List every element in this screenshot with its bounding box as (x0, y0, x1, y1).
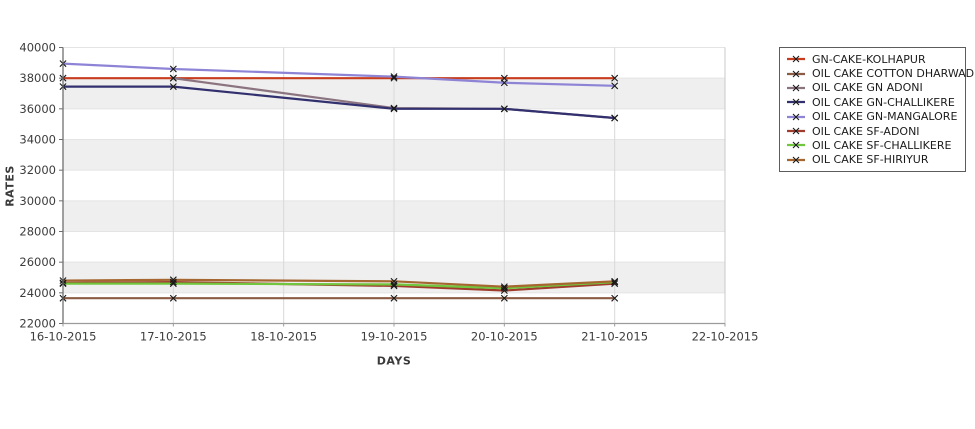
data-point-marker (611, 280, 619, 288)
x-tick-label: 20-10-2015 (471, 330, 538, 344)
legend-item: OIL CAKE COTTON DHARWAD (786, 67, 974, 81)
data-point-marker (390, 105, 398, 113)
data-point-marker (169, 83, 177, 91)
data-point-marker (500, 79, 508, 87)
legend-label: OIL CAKE COTTON DHARWAD (812, 67, 975, 81)
legend-label: OIL CAKE GN ADONI (812, 81, 923, 95)
legend-label: OIL CAKE SF-HIRIYUR (812, 153, 929, 167)
legend-swatch-icon (787, 70, 805, 77)
y-tick-label: 32000 (19, 163, 56, 177)
data-point-marker (500, 284, 508, 292)
legend-swatch-icon (787, 113, 805, 121)
legend-swatch-icon (787, 98, 805, 106)
y-tick-label: 26000 (19, 255, 56, 269)
y-axis-title: RATES (3, 165, 17, 207)
x-tick-label: 16-10-2015 (30, 330, 97, 344)
data-point-marker (500, 105, 508, 113)
y-tick-label: 24000 (19, 286, 56, 300)
data-point-marker (169, 294, 177, 302)
legend-item: OIL CAKE GN-CHALLIKERE (786, 95, 959, 109)
legend-label: OIL CAKE SF-CHALLIKERE (812, 138, 952, 152)
data-point-marker (169, 74, 177, 82)
legend-swatch-icon (787, 55, 805, 63)
data-point-marker (611, 277, 619, 285)
legend-item: OIL CAKE SF-ADONI (786, 124, 959, 138)
data-point-marker (611, 82, 619, 90)
x-tick-label: 19-10-2015 (361, 330, 428, 344)
legend-label: GN-CAKE-KOLHAPUR (812, 52, 926, 66)
x-tick-label: 17-10-2015 (140, 330, 207, 344)
x-tick-label: 22-10-2015 (692, 330, 759, 344)
data-point-marker (611, 74, 619, 82)
legend-swatch-icon (787, 84, 805, 92)
y-tick-label: 38000 (19, 71, 56, 85)
legend-swatch-icon (787, 127, 805, 135)
legend-swatch-icon (787, 142, 805, 149)
data-point-marker (390, 73, 398, 81)
data-point-marker (500, 294, 508, 302)
data-point-marker (390, 277, 398, 285)
data-point-marker (390, 280, 398, 288)
legend-label: OIL CAKE SF-ADONI (812, 124, 920, 138)
legend-item: OIL CAKE GN ADONI (786, 81, 959, 95)
x-tick-label: 18-10-2015 (250, 330, 317, 344)
data-point-marker (611, 114, 619, 122)
data-point-marker (611, 294, 619, 302)
legend-label: OIL CAKE GN-CHALLIKERE (812, 95, 955, 109)
data-point-marker (390, 294, 398, 302)
data-point-marker (500, 283, 508, 291)
data-point-marker (169, 278, 177, 286)
legend-swatch-icon (787, 156, 805, 164)
legend-item: OIL CAKE SF-CHALLIKERE (786, 138, 959, 152)
legend: GN-CAKE-KOLHAPUR OIL CAKE COTTON DHARWAD O… (779, 47, 974, 172)
data-point-marker (169, 276, 177, 284)
y-tick-label: 36000 (19, 102, 56, 116)
data-point-marker (390, 74, 398, 82)
legend-item: GN-CAKE-KOLHAPUR (786, 52, 959, 66)
y-tick-label: 30000 (19, 194, 56, 208)
legend-label: OIL CAKE GN-MANGALORE (812, 110, 958, 124)
x-tick-label: 21-10-2015 (581, 330, 648, 344)
legend-item: OIL CAKE SF-HIRIYUR (786, 153, 959, 167)
legend-item: OIL CAKE GN-MANGALORE (786, 110, 959, 124)
y-tick-label: 22000 (19, 317, 56, 331)
x-axis-title: DAYS (376, 354, 412, 368)
y-tick-label: 40000 (19, 41, 56, 55)
y-tick-label: 28000 (19, 225, 56, 239)
y-tick-label: 34000 (19, 133, 56, 147)
data-point-marker (169, 65, 177, 73)
